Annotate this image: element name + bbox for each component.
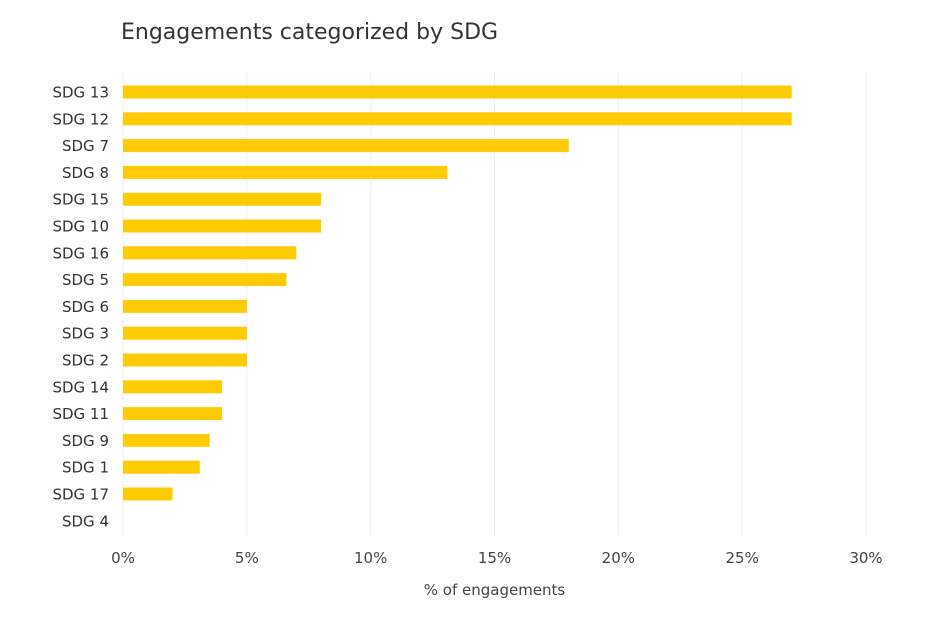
category-label: SDG 13: [52, 84, 109, 102]
bar: [123, 219, 322, 233]
category-label: SDG 4: [62, 512, 109, 530]
category-label: SDG 11: [52, 405, 109, 423]
x-tick-label: 5%: [235, 549, 259, 567]
category-label: SDG 5: [62, 271, 109, 289]
category-label: SDG 14: [52, 378, 109, 396]
category-label: SDG 16: [52, 244, 109, 262]
category-label: SDG 3: [62, 325, 109, 343]
bar: [123, 165, 448, 179]
category-label: SDG 10: [52, 218, 109, 236]
category-labels: SDG 13 SDG 12 SDG 7 SDG 8 SDG 15 SDG 10 SDG 16…: [52, 84, 109, 531]
chart-title: Engagements categorized by SDG: [121, 20, 499, 45]
x-tick-label: 0%: [111, 549, 135, 567]
bar: [123, 246, 297, 260]
x-tick-label: 20%: [602, 549, 635, 567]
category-label: SDG 9: [62, 432, 109, 450]
bar: [123, 326, 247, 340]
bar: [123, 139, 569, 153]
bar: [123, 487, 173, 501]
category-label: SDG 6: [62, 298, 109, 316]
x-tick-label: 15%: [478, 549, 511, 567]
category-label: SDG 2: [62, 352, 109, 370]
x-tick-label: 10%: [354, 549, 387, 567]
category-label: SDG 7: [62, 137, 109, 155]
category-label: SDG 1: [62, 459, 109, 477]
category-label: SDG 15: [52, 191, 109, 209]
bar: [123, 460, 200, 474]
x-tick-labels: 0% 5% 10% 15% 20% 25% 30%: [111, 549, 883, 567]
bar: [123, 407, 223, 421]
category-label: SDG 17: [52, 486, 109, 504]
bar: [123, 433, 210, 447]
bar: [123, 192, 322, 206]
bars: [123, 85, 792, 501]
bar: [123, 85, 792, 99]
x-tick-label: 25%: [725, 549, 758, 567]
bar: [123, 353, 247, 367]
x-axis-title: % of engagements: [424, 581, 566, 599]
bar: [123, 112, 792, 126]
bar: [123, 380, 223, 394]
category-label: SDG 8: [62, 164, 109, 182]
category-label: SDG 12: [52, 110, 109, 128]
x-tick-label: 30%: [849, 549, 882, 567]
bar: [123, 273, 287, 287]
bar: [123, 299, 247, 313]
